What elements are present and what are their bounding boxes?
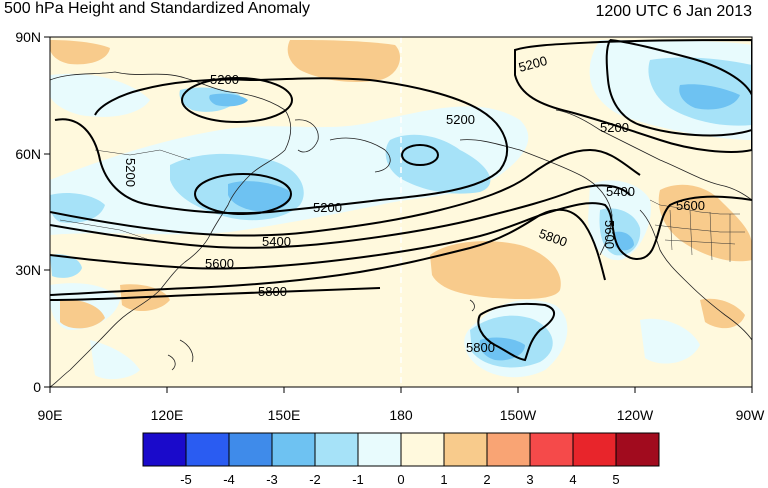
map-title: 500 hPa Height and Standardized Anomaly (4, 0, 310, 17)
colorbar-swatch (314, 432, 359, 467)
colorbar-tick-label: -3 (266, 472, 278, 487)
colorbar-tick-label: -4 (223, 472, 235, 487)
lon-label: 90E (38, 407, 63, 423)
lat-label: 0 (33, 379, 41, 395)
colorbar-swatch (400, 432, 445, 467)
lon-label: 90W (736, 407, 766, 423)
lon-label: 120W (617, 407, 654, 423)
lat-label: 30N (15, 262, 41, 278)
contour-label: 5600 (676, 198, 705, 213)
map-plot-area: 5200 5200 5200 5200 5200 5200 5400 5400 … (50, 37, 752, 387)
colorbar-swatch (271, 432, 316, 467)
lat-ticks (44, 36, 50, 388)
contour-label: 5600 (602, 220, 617, 249)
contour-labels: 5200 5200 5200 5200 5200 5200 5400 5400 … (123, 53, 705, 355)
colorbar-tick-label: 4 (569, 472, 576, 487)
colorbar-swatch (142, 432, 187, 467)
contour-label: 5400 (262, 234, 291, 249)
colorbar-tick-label: 0 (397, 472, 404, 487)
colorbar-tick-label: -2 (309, 472, 321, 487)
colorbar-tick-label: 2 (483, 472, 490, 487)
contour-label: 5200 (600, 120, 629, 135)
contour-label: 5200 (446, 112, 475, 127)
lon-label: 150W (500, 407, 537, 423)
contour-label: 5800 (258, 284, 287, 299)
colorbar-swatch (529, 432, 574, 467)
political-borders (59, 149, 745, 262)
colorbar-swatch (443, 432, 488, 467)
colorbar: -5 -4 -3 -2 -1 0 1 2 3 4 5 (142, 432, 660, 487)
lat-label: 60N (15, 146, 41, 162)
map-timestamp: 1200 UTC 6 Jan 2013 (595, 3, 752, 20)
colorbar-tick-label: 5 (612, 472, 619, 487)
colorbar-swatch (486, 432, 531, 467)
colorbar-tick-label: -1 (352, 472, 364, 487)
colorbar-tick-label: 1 (440, 472, 447, 487)
contour-label: 5200 (210, 72, 239, 87)
lon-label: 120E (151, 407, 184, 423)
lon-ticks (49, 387, 753, 393)
contour-label: 5400 (606, 184, 635, 199)
lon-labels: 90E 120E 150E 180 150W 120W 90W (38, 407, 766, 423)
contour-label: 5200 (123, 158, 138, 187)
colorbar-tick-label: 3 (526, 472, 533, 487)
contour-label: 5200 (313, 200, 342, 215)
height-contours (50, 39, 752, 362)
contour-label: 5600 (205, 256, 234, 271)
coastlines (50, 71, 752, 387)
colorbar-tick-label: -5 (180, 472, 192, 487)
lat-label: 90N (15, 29, 41, 45)
colorbar-swatch (357, 432, 402, 467)
contour-label: 5800 (466, 340, 495, 355)
colorbar-swatch (572, 432, 617, 467)
colorbar-swatch (615, 432, 660, 467)
lat-labels: 90N 60N 30N 0 (15, 29, 41, 395)
colorbar-swatch (185, 432, 230, 467)
colorbar-swatch (228, 432, 273, 467)
contour-label: 5200 (517, 53, 549, 75)
lon-label: 150E (268, 407, 301, 423)
positive-anomaly (50, 40, 752, 329)
lon-label: 180 (389, 407, 413, 423)
